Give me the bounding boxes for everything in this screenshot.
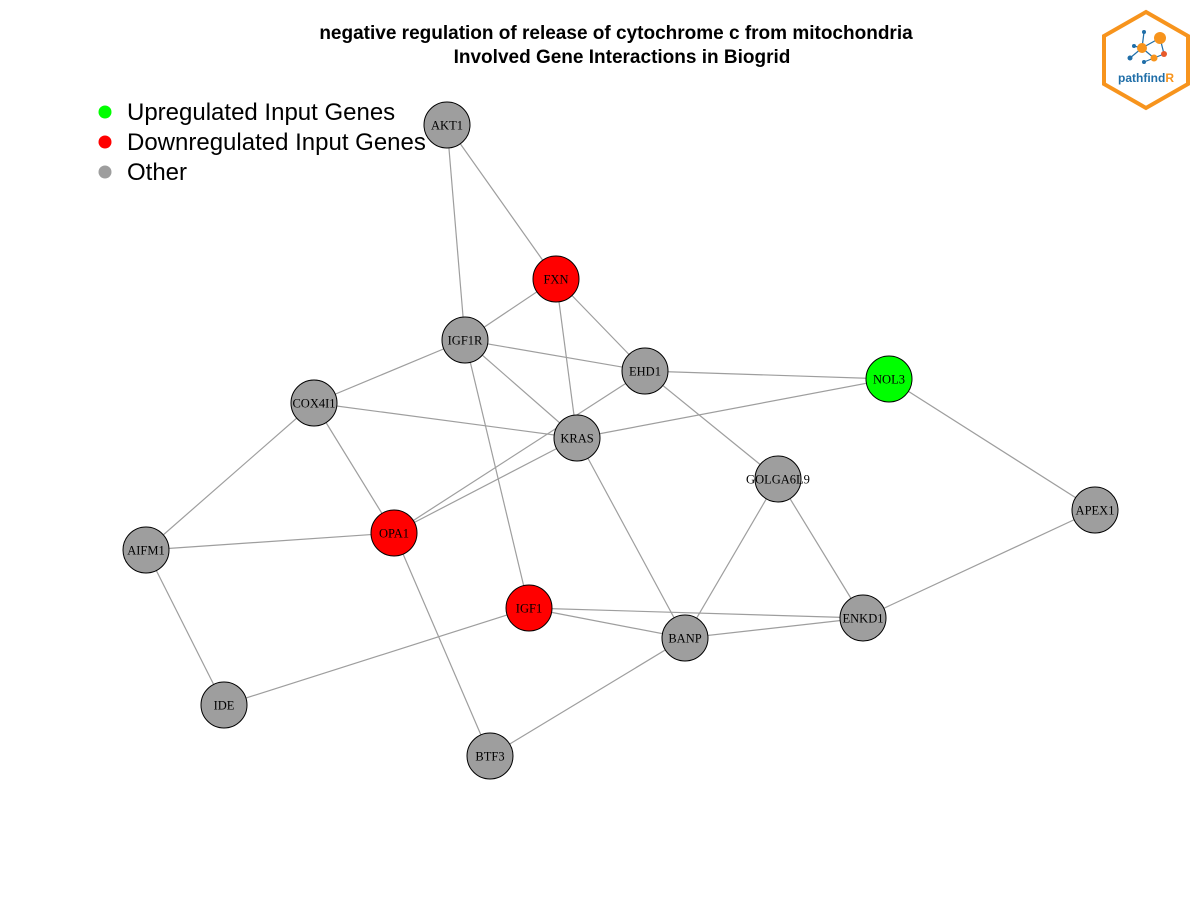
node-label-ide: IDE — [214, 699, 235, 713]
node-aifm1: AIFM1 — [122, 526, 170, 574]
node-label-btf3: BTF3 — [475, 750, 504, 764]
logo-hexagon-icon — [1102, 9, 1190, 111]
node-label-golga6l9: GOLGA6L9 — [746, 473, 810, 487]
node-enkd1: ENKD1 — [839, 594, 887, 642]
edge-cox4i1-kras — [313, 402, 578, 439]
edge-cox4i1-aifm1 — [145, 402, 315, 551]
edge-igf1-enkd1 — [528, 607, 864, 619]
edge-igf1r-igf1 — [464, 339, 530, 609]
node-igf1: IGF1 — [505, 584, 553, 632]
node-label-fxn: FXN — [543, 273, 568, 287]
edge-igf1-banp — [528, 607, 686, 639]
node-circle-btf3 — [466, 732, 514, 780]
node-circle-kras — [553, 414, 601, 462]
node-label-banp: BANP — [668, 632, 701, 646]
edge-igf1r-cox4i1 — [313, 339, 466, 404]
legend-label-2: Other — [127, 159, 187, 186]
node-fxn: FXN — [532, 255, 580, 303]
edge-ehd1-nol3 — [644, 370, 890, 380]
edge-aifm1-opa1 — [145, 532, 395, 551]
edge-igf1r-kras — [464, 339, 578, 439]
legend-marker-0 — [98, 105, 112, 119]
network-glyph-icon — [1127, 30, 1167, 64]
legend: Upregulated Input Genes Downregulated Inp… — [98, 99, 426, 186]
edge-igf1r-ehd1 — [464, 339, 646, 372]
legend-label-0: Upregulated Input Genes — [127, 99, 395, 126]
node-circle-igf1 — [505, 584, 553, 632]
node-circle-opa1 — [370, 509, 418, 557]
edge-banp-enkd1 — [684, 617, 864, 639]
node-label-enkd1: ENKD1 — [843, 612, 884, 626]
node-akt1: AKT1 — [423, 101, 471, 149]
edge-akt1-fxn — [446, 124, 557, 280]
edge-kras-banp — [576, 437, 686, 639]
edge-banp-btf3 — [489, 637, 686, 757]
diagram-title-line1: negative regulation of release of cytoch… — [319, 23, 913, 44]
legend-marker-2 — [98, 165, 112, 179]
node-circle-fxn — [532, 255, 580, 303]
logo-wordmark: pathfindR — [1118, 71, 1174, 85]
edge-golga6l9-enkd1 — [777, 478, 864, 619]
node-label-ehd1: EHD1 — [629, 365, 661, 379]
edge-ehd1-opa1 — [393, 370, 646, 534]
edge-golga6l9-banp — [684, 478, 779, 639]
legend-label-1: Downregulated Input Genes — [127, 129, 426, 156]
node-layer: AKT1 FXN IGF1R EHD1 NOL3 COX4I1 KRAS GOLGA6L9 AP… — [122, 101, 1119, 780]
node-label-igf1r: IGF1R — [448, 334, 483, 348]
node-label-nol3: NOL3 — [873, 373, 905, 387]
edge-igf1-ide — [223, 607, 530, 706]
node-igf1r: IGF1R — [441, 316, 489, 364]
node-label-kras: KRAS — [560, 432, 593, 446]
node-label-akt1: AKT1 — [431, 119, 463, 133]
node-circle-nol3 — [865, 355, 913, 403]
node-circle-banp — [661, 614, 709, 662]
node-circle-ide — [200, 681, 248, 729]
logo-text-accent: R — [1165, 71, 1174, 85]
node-label-cox4i1: COX4I1 — [292, 397, 335, 411]
node-nol3: NOL3 — [865, 355, 913, 403]
node-circle-akt1 — [423, 101, 471, 149]
node-btf3: BTF3 — [466, 732, 514, 780]
node-circle-cox4i1 — [290, 379, 338, 427]
node-golga6l9: GOLGA6L9 — [746, 455, 810, 503]
legend-marker-1 — [98, 135, 112, 149]
node-apex1: APEX1 — [1071, 486, 1119, 534]
pathfindr-logo: pathfindR — [1102, 9, 1190, 111]
edge-cox4i1-opa1 — [313, 402, 395, 534]
node-label-aifm1: AIFM1 — [127, 544, 165, 558]
edge-kras-opa1 — [393, 437, 578, 534]
edge-aifm1-ide — [145, 549, 225, 706]
node-ide: IDE — [200, 681, 248, 729]
node-circle-apex1 — [1071, 486, 1119, 534]
edge-opa1-btf3 — [393, 532, 491, 757]
edge-akt1-igf1r — [446, 124, 466, 341]
edge-nol3-apex1 — [888, 378, 1096, 511]
node-circle-golga6l9 — [754, 455, 802, 503]
diagram-title-line2: Involved Gene Interactions in Biogrid — [454, 47, 791, 68]
edge-nol3-kras — [576, 378, 890, 439]
node-ehd1: EHD1 — [621, 347, 669, 395]
node-cox4i1: COX4I1 — [290, 379, 338, 427]
logo-text-main: pathfind — [1118, 71, 1165, 85]
node-circle-enkd1 — [839, 594, 887, 642]
edge-layer — [145, 124, 1096, 757]
edge-fxn-kras — [555, 278, 578, 439]
edge-ehd1-golga6l9 — [644, 370, 779, 480]
node-opa1: OPA1 — [370, 509, 418, 557]
node-banp: BANP — [661, 614, 709, 662]
node-circle-igf1r — [441, 316, 489, 364]
edge-apex1-enkd1 — [862, 509, 1096, 619]
node-circle-aifm1 — [122, 526, 170, 574]
node-label-opa1: OPA1 — [379, 527, 409, 541]
node-label-apex1: APEX1 — [1076, 504, 1115, 518]
node-label-igf1: IGF1 — [516, 602, 542, 616]
node-kras: KRAS — [553, 414, 601, 462]
node-circle-ehd1 — [621, 347, 669, 395]
